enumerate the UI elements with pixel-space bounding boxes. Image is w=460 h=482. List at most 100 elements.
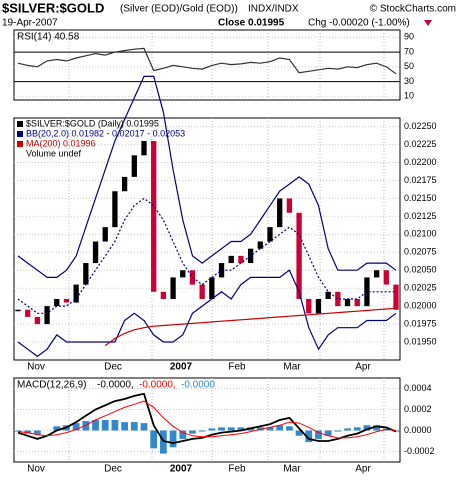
close: Close 0.01995 (218, 18, 285, 29)
candle (131, 155, 137, 177)
candle (335, 291, 341, 307)
histogram-bar (72, 423, 80, 431)
y-tick-label: 70 (404, 46, 414, 56)
candle (34, 316, 41, 325)
histogram-bar (150, 430, 158, 449)
candle (73, 284, 79, 303)
line (104, 307, 397, 347)
y-tick-label: 0.02175 (404, 175, 437, 185)
symbol: $SILVER:$GOLD (2, 0, 104, 15)
legend: -0.0000, (97, 380, 134, 391)
date: 19-Apr-2007 (2, 18, 58, 29)
x-tick-label: 2007 (170, 362, 193, 373)
candle (257, 241, 263, 249)
y-tick-label: 50 (404, 61, 414, 71)
candle (121, 176, 128, 192)
x-tick-label: Dec (104, 362, 122, 373)
line (17, 75, 397, 278)
y-tick-label: 0.0002 (404, 404, 432, 414)
candle (160, 291, 167, 299)
y-tick-label: 10 (404, 91, 414, 101)
candle (373, 270, 380, 278)
candle (170, 277, 176, 299)
histogram-bar (189, 430, 196, 434)
candle (286, 198, 293, 213)
histogram-bar (14, 430, 22, 432)
legend-label: MA(200) 0.01996 (26, 138, 96, 148)
candle (209, 277, 215, 299)
x-tick-label: Apr (355, 464, 371, 475)
panel (13, 29, 401, 101)
candle (102, 227, 108, 242)
candle (25, 309, 31, 317)
y-tick-label: 0.02125 (404, 211, 437, 221)
candle (393, 284, 399, 310)
legend: -0.0000 (181, 380, 215, 391)
y-tick-label: 0.02000 (404, 301, 437, 311)
histogram-bar (363, 425, 371, 431)
line (17, 47, 397, 75)
candle (306, 298, 312, 314)
histogram-bar (53, 426, 61, 431)
change: Chg -0.00020 (-1.00%) (308, 18, 410, 29)
x-tick-label: Feb (228, 362, 246, 373)
candle (238, 255, 244, 264)
y-tick-label: 0.02200 (404, 157, 437, 167)
candle (92, 241, 99, 264)
y-tick-label: 0.02050 (404, 265, 437, 275)
histogram-bar (179, 430, 187, 439)
candle (277, 198, 283, 228)
candle (354, 298, 360, 307)
candle (344, 298, 351, 307)
y-tick-label: 0.02100 (404, 229, 437, 239)
panel (13, 117, 401, 361)
histogram-bar (315, 430, 322, 439)
candle (83, 263, 89, 285)
histogram-bar (24, 430, 32, 434)
histogram-bar (121, 422, 128, 431)
legend-swatch (17, 131, 23, 137)
y-tick-label: 0.02075 (404, 247, 437, 257)
candle (315, 298, 322, 314)
histogram-bar (276, 425, 284, 431)
x-tick-label: Mar (283, 362, 301, 373)
y-tick-label: 0.0004 (404, 383, 432, 393)
histogram-bar (227, 427, 235, 431)
candle (383, 270, 389, 285)
y-tick-label: 0.02250 (404, 121, 437, 131)
candle (54, 298, 60, 307)
histogram-bar (169, 430, 177, 448)
candle (325, 291, 331, 299)
y-tick-label: 0.0000 (404, 425, 432, 435)
legend-swatch (17, 121, 23, 127)
exchange: INDX/INDX (248, 4, 299, 15)
histogram-bar (208, 428, 216, 431)
candle (364, 277, 370, 307)
histogram-bar (92, 420, 99, 431)
line (17, 269, 397, 358)
histogram-bar (101, 420, 109, 431)
x-tick-label: Dec (104, 464, 122, 475)
y-tick-label: 0.02025 (404, 283, 437, 293)
histogram-bar (160, 430, 167, 454)
candle (151, 140, 157, 292)
legend-swatch (17, 141, 23, 147)
candle (296, 212, 302, 299)
candle (228, 255, 234, 264)
x-tick-label: 2007 (170, 464, 193, 475)
histogram-bar (305, 430, 313, 443)
x-tick-label: Feb (228, 464, 246, 475)
y-tick-label: -0.0002 (404, 446, 435, 456)
histogram-bar (237, 427, 245, 431)
y-tick-label: 0.01950 (404, 336, 437, 346)
histogram-bar (295, 430, 303, 436)
candle (15, 309, 21, 312)
source: © StockCharts.com (370, 4, 456, 15)
histogram-bar (353, 427, 361, 431)
histogram-bar (324, 430, 332, 436)
histogram-bar (286, 426, 293, 431)
x-tick-label: Nov (27, 362, 45, 373)
down-arrow (424, 20, 432, 26)
legend: RSI(14) 40.58 (17, 32, 80, 43)
